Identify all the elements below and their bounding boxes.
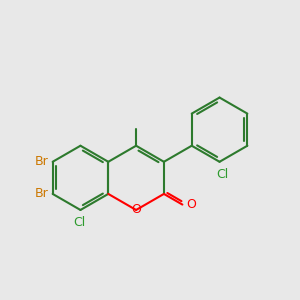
Text: O: O [131,203,141,217]
Text: Cl: Cl [216,168,228,181]
Text: Br: Br [35,188,49,200]
Text: Cl: Cl [73,216,85,229]
Text: Br: Br [35,155,49,168]
Text: O: O [186,198,196,211]
